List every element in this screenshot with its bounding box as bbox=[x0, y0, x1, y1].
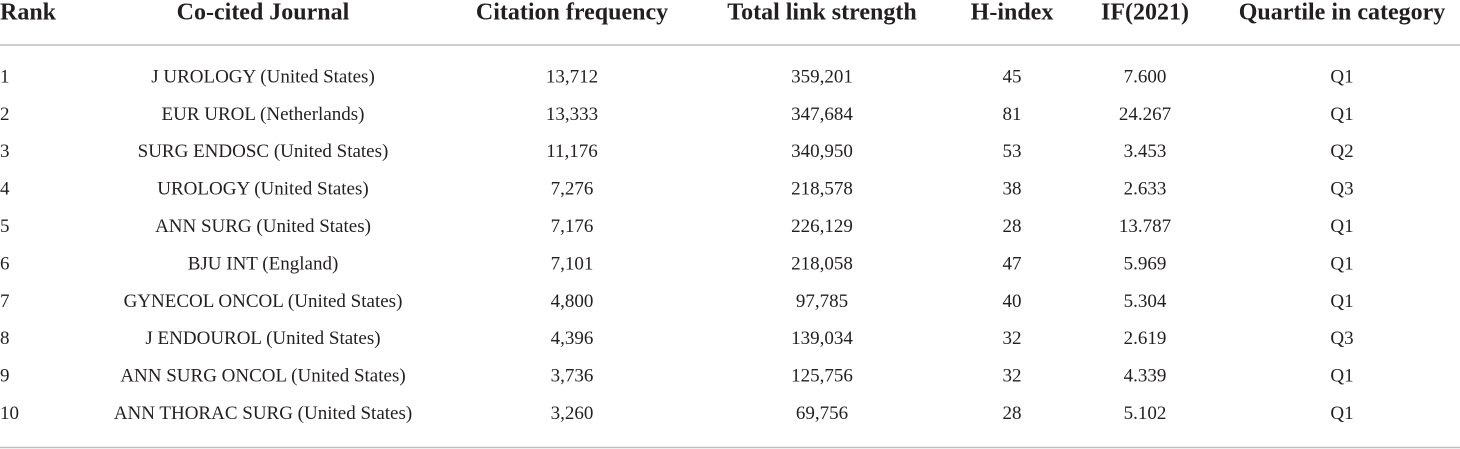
table-cell: 3 bbox=[0, 141, 10, 162]
table-cell: 2 bbox=[0, 104, 10, 125]
table-cell: 81 bbox=[1003, 104, 1022, 125]
table-cell: ANN SURG (United States) bbox=[155, 216, 371, 237]
table-cell: SURG ENDOSC (United States) bbox=[138, 141, 389, 162]
table-cell: 97,785 bbox=[796, 291, 848, 312]
table-cell: 69,756 bbox=[796, 403, 848, 424]
table-cell: 38 bbox=[1003, 179, 1022, 200]
header-cell: Total link strength bbox=[727, 0, 916, 26]
table-cell: Q3 bbox=[1330, 328, 1353, 349]
table-cell: 5.304 bbox=[1124, 291, 1167, 312]
table-cell: 9 bbox=[0, 366, 10, 387]
table-cell: 13,333 bbox=[546, 104, 598, 125]
header-cell: Co-cited Journal bbox=[177, 0, 350, 26]
table-cell: Q1 bbox=[1330, 216, 1353, 237]
table-cell: 5.102 bbox=[1124, 403, 1167, 424]
table-cell: 11,176 bbox=[546, 141, 598, 162]
table-cell: 5.969 bbox=[1124, 253, 1167, 274]
table-cell: 32 bbox=[1003, 328, 1022, 349]
table-cell: 340,950 bbox=[791, 141, 853, 162]
table-cell: 218,058 bbox=[791, 253, 853, 274]
table-cell: 45 bbox=[1003, 66, 1022, 87]
table-cell: 2.633 bbox=[1124, 179, 1167, 200]
table-cell: Q1 bbox=[1330, 366, 1353, 387]
table-cell: 7 bbox=[0, 291, 10, 312]
table-cell: ANN SURG ONCOL (United States) bbox=[120, 366, 405, 387]
table-cell: 7,276 bbox=[551, 179, 594, 200]
table-cell: Q1 bbox=[1330, 403, 1353, 424]
table-cell: 32 bbox=[1003, 366, 1022, 387]
table-cell: 28 bbox=[1003, 403, 1022, 424]
table-cell: 4 bbox=[0, 179, 10, 200]
table-cell: 4,800 bbox=[551, 291, 594, 312]
table-cell: 40 bbox=[1003, 291, 1022, 312]
table-cell: 139,034 bbox=[791, 328, 853, 349]
table-cell: 1 bbox=[0, 66, 10, 87]
table-cell: 24.267 bbox=[1119, 104, 1171, 125]
table-cell: Q3 bbox=[1330, 179, 1353, 200]
table-cell: 3.453 bbox=[1124, 141, 1167, 162]
table-cell: 347,684 bbox=[791, 104, 853, 125]
table-cell: 218,578 bbox=[791, 179, 853, 200]
table-cell: Q1 bbox=[1330, 66, 1353, 87]
table-cell: Q1 bbox=[1330, 253, 1353, 274]
table-cell: 10 bbox=[0, 403, 19, 424]
header-cell: Rank bbox=[0, 0, 57, 26]
table-cell: 7,176 bbox=[551, 216, 594, 237]
table-cell: 13,712 bbox=[546, 66, 598, 87]
table-cell: J ENDOUROL (United States) bbox=[145, 328, 380, 349]
header-cell: Quartile in category bbox=[1239, 0, 1446, 26]
header-cell: Citation frequency bbox=[476, 0, 668, 26]
table-cell: 7.600 bbox=[1124, 66, 1167, 87]
table-cell: UROLOGY (United States) bbox=[157, 179, 368, 200]
table-cell: Q1 bbox=[1330, 104, 1353, 125]
table-cell: 125,756 bbox=[791, 366, 853, 387]
table-cell: 6 bbox=[0, 253, 10, 274]
table-cell: ANN THORAC SURG (United States) bbox=[114, 403, 412, 424]
table-cell: 7,101 bbox=[551, 253, 594, 274]
table-cell: 359,201 bbox=[791, 66, 853, 87]
table-cell: BJU INT (England) bbox=[188, 253, 339, 274]
table-cell: 28 bbox=[1003, 216, 1022, 237]
table-cell: 3,736 bbox=[551, 366, 594, 387]
table-cell: EUR UROL (Netherlands) bbox=[162, 104, 365, 125]
table-cell: 226,129 bbox=[791, 216, 853, 237]
table-cell: Q2 bbox=[1330, 141, 1353, 162]
header-cell: H-index bbox=[971, 0, 1054, 26]
table-cell: 5 bbox=[0, 216, 10, 237]
table-cell: J UROLOGY (United States) bbox=[151, 66, 375, 87]
table-cell: 3,260 bbox=[551, 403, 594, 424]
table-cell: 4,396 bbox=[551, 328, 594, 349]
table-cell: GYNECOL ONCOL (United States) bbox=[124, 291, 403, 312]
table-cell: Q1 bbox=[1330, 291, 1353, 312]
header-cell: IF(2021) bbox=[1101, 0, 1189, 26]
table-cell: 13.787 bbox=[1119, 216, 1171, 237]
table-cell: 47 bbox=[1003, 253, 1022, 274]
table-cell: 2.619 bbox=[1124, 328, 1167, 349]
table-cell: 53 bbox=[1003, 141, 1022, 162]
table-cell: 4.339 bbox=[1124, 366, 1167, 387]
table-cell: 8 bbox=[0, 328, 10, 349]
